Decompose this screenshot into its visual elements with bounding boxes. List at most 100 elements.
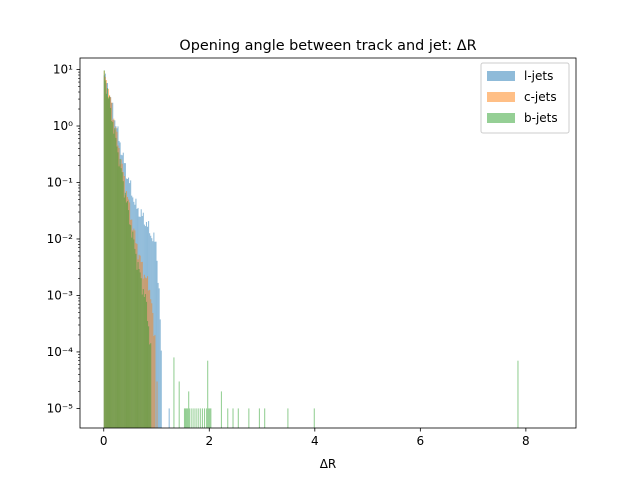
histogram-bar: [191, 408, 193, 428]
histogram-bar: [168, 408, 170, 428]
histogram-bar: [517, 360, 519, 428]
histogram-bar: [142, 289, 144, 428]
legend-swatch-l-jets: [487, 71, 515, 81]
histogram-bar: [156, 381, 158, 428]
histogram-bar: [183, 408, 186, 428]
x-tick-label: 2: [205, 434, 213, 448]
histogram-bar: [154, 334, 156, 428]
y-tick-label: 10⁻²: [47, 232, 74, 246]
x-tick-label: 6: [417, 434, 425, 448]
histogram-bar: [201, 408, 203, 428]
histogram-bar: [264, 408, 266, 428]
histogram-bar: [103, 70, 105, 429]
histogram-bar: [187, 408, 189, 428]
histogram-bar: [121, 172, 123, 428]
histogram-bar: [313, 408, 315, 428]
legend: l-jets c-jets b-jets: [480, 62, 570, 134]
histogram-bar: [199, 408, 201, 428]
y-tick-label: 10⁻³: [47, 288, 74, 302]
histogram-bar: [152, 313, 154, 428]
histogram-bar: [178, 381, 180, 428]
histogram-bar: [206, 408, 208, 428]
chart-title: Opening angle between track and jet: ΔR: [179, 38, 476, 54]
x-tick-label: 8: [522, 434, 530, 448]
histogram-bar: [147, 321, 149, 428]
histogram-bar: [134, 248, 136, 428]
histogram-bar: [173, 357, 175, 428]
histogram-bar: [189, 408, 191, 428]
histogram-bar: [105, 93, 107, 429]
histogram-bar: [157, 282, 159, 428]
histogram-bar: [154, 241, 156, 428]
histogram-bar: [123, 197, 125, 428]
histogram-bar: [122, 181, 124, 428]
histogram-bar: [248, 408, 250, 428]
x-tick-label: 0: [100, 434, 108, 448]
legend-label-c-jets: c-jets: [524, 90, 557, 104]
legend-label-l-jets: l-jets: [524, 69, 553, 83]
histogram-bar: [210, 408, 212, 428]
histogram-bar: [155, 241, 157, 428]
x-tick-label: 4: [311, 434, 319, 448]
histogram-bar: [110, 107, 112, 429]
histogram-bar: [113, 133, 115, 428]
y-tick-label: 10¹: [53, 63, 73, 77]
legend-swatch-b-jets: [487, 113, 515, 123]
y-tick-label: 10⁻¹: [47, 175, 74, 189]
histogram-bar: [115, 137, 117, 428]
histogram-bar: [126, 201, 129, 428]
histogram-bar: [197, 408, 199, 428]
histogram-bar: [153, 232, 155, 428]
bars-layer: [103, 70, 519, 429]
histogram-bar: [258, 408, 260, 428]
histogram-bar: [158, 288, 160, 428]
histogram-bar: [208, 408, 210, 428]
histogram-bar: [106, 88, 108, 428]
histogram-bar: [124, 192, 126, 428]
histogram-bar: [116, 146, 118, 429]
histogram-bar: [125, 202, 127, 428]
y-tick-label: 10⁻⁵: [47, 401, 74, 415]
histogram-bar: [160, 350, 162, 428]
histogram-bar: [145, 301, 148, 428]
histogram-bar: [151, 303, 153, 428]
histogram-bar: [137, 262, 139, 428]
histogram-bar: [156, 260, 158, 428]
histogram-bar: [148, 326, 150, 428]
histogram-bar: [185, 408, 187, 428]
y-tick-label: 10⁻⁴: [47, 345, 74, 359]
histogram-bar: [135, 253, 137, 428]
histogram-bar: [188, 391, 190, 428]
histogram-bar: [186, 408, 188, 428]
plot-frame: [79, 57, 577, 429]
histogram-bar: [120, 168, 122, 428]
histogram-bar: [141, 294, 143, 428]
histogram-bar: [144, 294, 146, 428]
histogram-bar: [237, 408, 239, 428]
histogram-bar: [128, 210, 130, 428]
legend-swatch-c-jets: [487, 92, 515, 102]
histogram-bar: [204, 408, 206, 428]
histogram-bar: [129, 224, 131, 428]
histogram-bar: [109, 96, 111, 428]
histogram-bar: [131, 237, 133, 428]
y-tick-label: 10⁰: [53, 119, 73, 133]
legend-label-b-jets: b-jets: [524, 111, 558, 125]
histogram-bar: [104, 80, 106, 429]
histogram-bar: [107, 97, 110, 429]
histogram-bar: [193, 408, 195, 428]
histogram-bar: [153, 336, 155, 428]
histogram-bar: [138, 269, 140, 428]
histogram-bar: [287, 408, 289, 428]
histogram-bar: [207, 360, 209, 428]
histogram-bar: [143, 296, 145, 428]
histogram-bar: [111, 121, 113, 429]
histogram-bar: [118, 166, 120, 428]
ticks-layer: 0 2 4 6 8 10⁻⁵ 10⁻⁴ 10⁻³ 10⁻² 10⁻¹ 10⁰ 10¹: [47, 63, 530, 448]
histogram-bar: [220, 391, 222, 428]
histogram-bar: [209, 408, 211, 428]
histogram-bar: [132, 231, 134, 428]
series-b-jets: [103, 70, 519, 429]
histogram-bar: [149, 344, 151, 428]
